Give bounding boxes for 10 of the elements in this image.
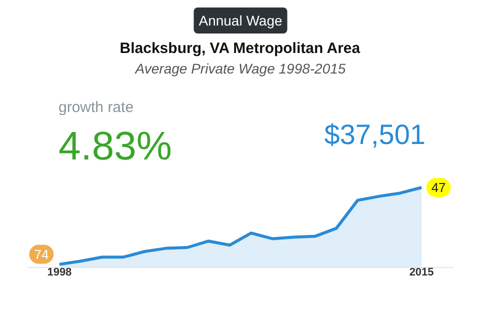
chart-title: Blacksburg, VA Metropolitan Area [120, 40, 361, 57]
text: 4.83% [58, 124, 172, 168]
text: growth rate [58, 99, 134, 116]
text: $37,501 [324, 119, 426, 150]
annotation: 47 [431, 180, 446, 195]
x-tick-label: 2015 [409, 266, 434, 278]
annotation: 74 [34, 246, 49, 262]
text: Annual Wage [198, 12, 282, 28]
x-tick-label: 1998 [47, 266, 72, 278]
chart-subtitle: Average Private Wage 1998-2015 [134, 60, 346, 76]
